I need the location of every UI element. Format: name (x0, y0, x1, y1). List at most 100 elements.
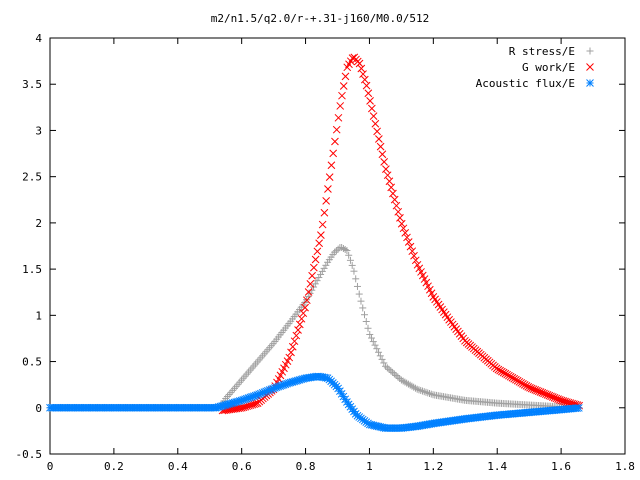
data-point (394, 373, 402, 381)
data-point (288, 342, 297, 351)
data-point (371, 119, 380, 128)
data-point (362, 81, 371, 90)
series-2 (46, 372, 583, 432)
series-0 (46, 243, 583, 412)
y-tick-label: 1.5 (22, 263, 42, 276)
y-tick-label: 0 (35, 402, 42, 415)
data-point (373, 345, 381, 353)
data-point (339, 82, 348, 90)
data-point (310, 263, 318, 272)
data-point (401, 229, 410, 237)
data-point (389, 189, 397, 198)
data-point (397, 219, 406, 228)
legend-label: R stress/E (509, 45, 575, 58)
data-point (380, 359, 388, 367)
data-point (380, 158, 388, 166)
data-point (406, 242, 415, 251)
data-point (422, 388, 430, 396)
data-point (332, 247, 340, 255)
data-point (517, 378, 526, 387)
data-point (574, 404, 583, 412)
data-point (345, 251, 353, 259)
data-point (317, 231, 325, 239)
data-point (287, 348, 295, 357)
data-point (418, 387, 426, 395)
data-point (496, 366, 504, 375)
data-point (404, 380, 412, 388)
legend-label: G work/E (522, 61, 575, 74)
data-point (396, 214, 404, 222)
data-point (411, 384, 419, 392)
data-point (355, 59, 364, 68)
x-tick-label: 0.4 (168, 460, 188, 473)
data-point (368, 334, 376, 342)
chart-title: m2/n1.5/q2.0/r-+.31-j160/M0.0/512 (211, 12, 430, 25)
data-point (357, 64, 366, 73)
data-point (510, 374, 519, 383)
data-point (369, 112, 378, 120)
data-point (322, 197, 331, 205)
data-point (364, 89, 373, 98)
data-point (343, 247, 351, 255)
x-tick-label: 1 (366, 460, 373, 473)
data-point (499, 368, 508, 377)
data-point (375, 135, 383, 143)
data-point (360, 311, 368, 319)
data-point (367, 104, 376, 113)
series-1 (218, 53, 584, 415)
data-point (420, 388, 428, 396)
y-tick-label: 2 (35, 217, 42, 230)
x-tick-label: 0 (47, 460, 54, 473)
data-point (376, 352, 384, 360)
data-point (396, 375, 404, 383)
data-point (320, 208, 329, 217)
data-point (505, 371, 513, 380)
data-point (427, 390, 435, 398)
x-tick-label: 0.6 (232, 460, 252, 473)
x-tick-label: 1.6 (551, 460, 571, 473)
data-point (359, 304, 367, 312)
data-point (371, 341, 379, 349)
data-point (389, 368, 397, 376)
data-point (306, 280, 315, 288)
legend-marker (586, 63, 594, 71)
data-point (411, 256, 420, 265)
data-point (308, 286, 316, 294)
data-point (410, 251, 418, 260)
data-point (387, 367, 395, 375)
data-point (341, 246, 349, 254)
data-point (506, 372, 515, 381)
data-point (392, 371, 400, 379)
data-point (285, 353, 294, 362)
data-point (331, 137, 339, 146)
data-point (292, 331, 301, 340)
data-point (329, 149, 338, 158)
data-point (417, 386, 425, 394)
y-tick-label: 1 (35, 309, 42, 322)
data-point (353, 282, 361, 290)
data-point (390, 195, 399, 204)
data-point (383, 364, 391, 372)
data-point (339, 244, 347, 252)
data-point (317, 270, 325, 278)
data-point (408, 247, 417, 256)
data-point (385, 177, 394, 186)
data-point (387, 183, 396, 192)
data-point (301, 303, 309, 312)
x-tick-label: 1.8 (615, 460, 635, 473)
data-point (408, 382, 416, 390)
data-point (378, 355, 386, 363)
data-point (302, 296, 311, 305)
data-point (290, 337, 299, 346)
data-point (382, 362, 390, 370)
data-point (426, 390, 433, 398)
data-point (373, 127, 381, 136)
data-point (401, 378, 409, 386)
data-point (494, 365, 503, 374)
data-point (369, 338, 377, 346)
legend-marker (586, 79, 594, 87)
data-point (318, 267, 326, 275)
legend-marker (586, 47, 594, 55)
data-point (413, 385, 421, 393)
